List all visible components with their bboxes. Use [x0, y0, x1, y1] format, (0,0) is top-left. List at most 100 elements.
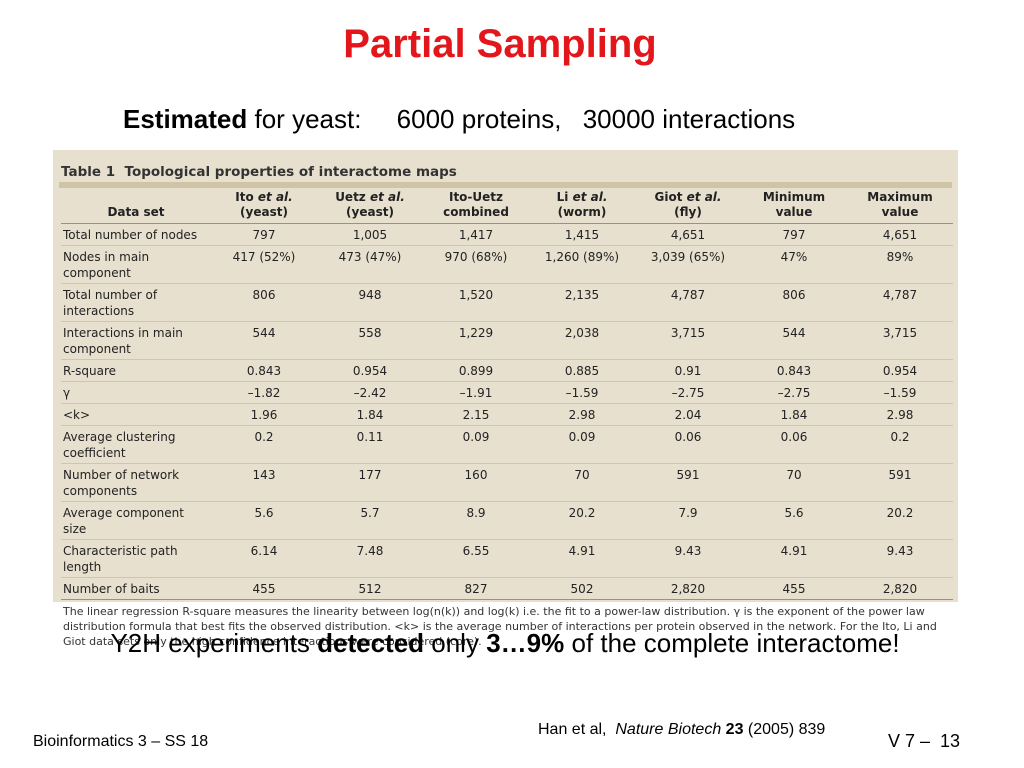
table-cell: 70	[529, 463, 635, 502]
table-body: Total number of nodes 797 1,005 1,417 1,415 4…	[61, 223, 953, 600]
table-cell: 7.48	[317, 539, 423, 578]
header-ito: Ito et al. (yeast)	[211, 190, 317, 224]
row-label: Average component size	[61, 501, 211, 540]
row-label: Total number of interactions	[61, 283, 211, 322]
table-cell: 4.91	[529, 539, 635, 578]
table-cell: 4,787	[847, 283, 953, 322]
page-label: V 7 –	[888, 731, 931, 751]
table-cell: –1.59	[529, 381, 635, 404]
topology-table: Data set Ito et al. (yeast) Uetz et al. (y…	[61, 190, 953, 600]
conclusion-detected: detected	[317, 628, 425, 658]
table-cell: 544	[211, 321, 317, 360]
conclusion-mid: only	[431, 628, 479, 658]
table-cell: 591	[635, 463, 741, 502]
table-cell: 2,038	[529, 321, 635, 360]
table-cell: 1,229	[423, 321, 529, 360]
table-cell: 797	[741, 223, 847, 246]
table-cell: 9.43	[847, 539, 953, 578]
table-cell: 455	[741, 577, 847, 600]
table-cell: 2,820	[847, 577, 953, 600]
header-li: Li et al. (worm)	[529, 190, 635, 224]
table-row: Characteristic path length 6.14 7.48 6.55 4.…	[61, 539, 953, 578]
table-cell: 417 (52%)	[211, 245, 317, 284]
table-cell: 9.43	[635, 539, 741, 578]
row-label: Number of baits	[61, 577, 211, 600]
table-cell: 1.84	[741, 403, 847, 426]
table-row: Nodes in main component 417 (52%) 473 (47%…	[61, 245, 953, 284]
table-cell: 2.04	[635, 403, 741, 426]
page-number-value: 13	[940, 731, 961, 751]
row-label: Nodes in main component	[61, 245, 211, 284]
table-cell: 0.899	[423, 359, 529, 382]
row-label: Number of network components	[61, 463, 211, 502]
table-cell: 6.14	[211, 539, 317, 578]
table-cell: 3,039 (65%)	[635, 245, 741, 284]
header-dataset: Data set	[61, 190, 211, 224]
table-cell: 0.2	[211, 425, 317, 464]
table-top-rule	[59, 182, 952, 188]
table-row: <k> 1.96 1.84 2.15 2.98 2.04 1.84 2.98	[61, 403, 953, 426]
table-cell: 2.98	[847, 403, 953, 426]
table-cell: 89%	[847, 245, 953, 284]
table-caption: Table 1 Topological properties of intera…	[61, 162, 950, 182]
header-ito-uetz: Ito-Uetz combined	[423, 190, 529, 224]
row-label: Interactions in main component	[61, 321, 211, 360]
table-cell: 0.09	[529, 425, 635, 464]
header-maximum: Maximum value	[847, 190, 953, 224]
table-cell: 0.91	[635, 359, 741, 382]
table-cell: 948	[317, 283, 423, 322]
table-cell: 806	[211, 283, 317, 322]
table-row: Total number of nodes 797 1,005 1,417 1,415 4…	[61, 223, 953, 246]
table-cell: 1.96	[211, 403, 317, 426]
conclusion-percent: 3…9%	[486, 628, 565, 658]
table-cell: 5.6	[211, 501, 317, 540]
citation-authors: Han et al,	[538, 721, 607, 738]
table-header-row: Data set Ito et al. (yeast) Uetz et al. (y…	[61, 190, 953, 224]
table-cell: 0.09	[423, 425, 529, 464]
table-cell: 0.06	[635, 425, 741, 464]
table-cell: 4,651	[847, 223, 953, 246]
table-cell: 1,417	[423, 223, 529, 246]
table-cell: 473 (47%)	[317, 245, 423, 284]
subtitle-interactions: 30000 interactions	[582, 104, 796, 134]
table-cell: 2.98	[529, 403, 635, 426]
citation-rest: (2005) 839	[747, 721, 826, 738]
citation-volume: 23	[725, 721, 744, 738]
table-cell: 1,415	[529, 223, 635, 246]
header-giot: Giot et al. (fly)	[635, 190, 741, 224]
table-row: Average clustering coefficient 0.2 0.11 0.0…	[61, 425, 953, 464]
table-cell: 806	[741, 283, 847, 322]
table-cell: 143	[211, 463, 317, 502]
row-label: Average clustering coefficient	[61, 425, 211, 464]
footer-course: Bioinformatics 3 – SS 18	[33, 733, 209, 750]
table-cell: 4,651	[635, 223, 741, 246]
subtitle-rest: for yeast:	[254, 104, 362, 134]
table-row: Interactions in main component 544 558 1,22…	[61, 321, 953, 360]
table-cell: 0.06	[741, 425, 847, 464]
table-cell: 544	[741, 321, 847, 360]
table-cell: 6.55	[423, 539, 529, 578]
header-minimum: Minimum value	[741, 190, 847, 224]
row-label: Total number of nodes	[61, 223, 211, 246]
table-footnote: The linear regression R-square measures …	[63, 605, 937, 648]
table-cell: 827	[423, 577, 529, 600]
row-label: <k>	[61, 403, 211, 426]
table-cell: 0.954	[317, 359, 423, 382]
table-cell: 20.2	[847, 501, 953, 540]
table-cell: 0.954	[847, 359, 953, 382]
table-title: Topological properties of interactome ma…	[124, 164, 457, 180]
page-number: V 7 – 13	[888, 731, 960, 752]
table-cell: 8.9	[423, 501, 529, 540]
table-cell: 0.843	[211, 359, 317, 382]
table-cell: –1.59	[847, 381, 953, 404]
table-cell: 7.9	[635, 501, 741, 540]
header-uetz: Uetz et al. (yeast)	[317, 190, 423, 224]
row-label: R-square	[61, 359, 211, 382]
table-row: Total number of interactions 806 948 1,520 2…	[61, 283, 953, 322]
citation-journal: Nature Biotech	[615, 721, 722, 738]
table-cell: 2,820	[635, 577, 741, 600]
table-number: Table 1	[61, 164, 116, 180]
conclusion-post: of the complete interactome!	[571, 628, 900, 658]
table-cell: –2.75	[741, 381, 847, 404]
table-cell: 5.7	[317, 501, 423, 540]
